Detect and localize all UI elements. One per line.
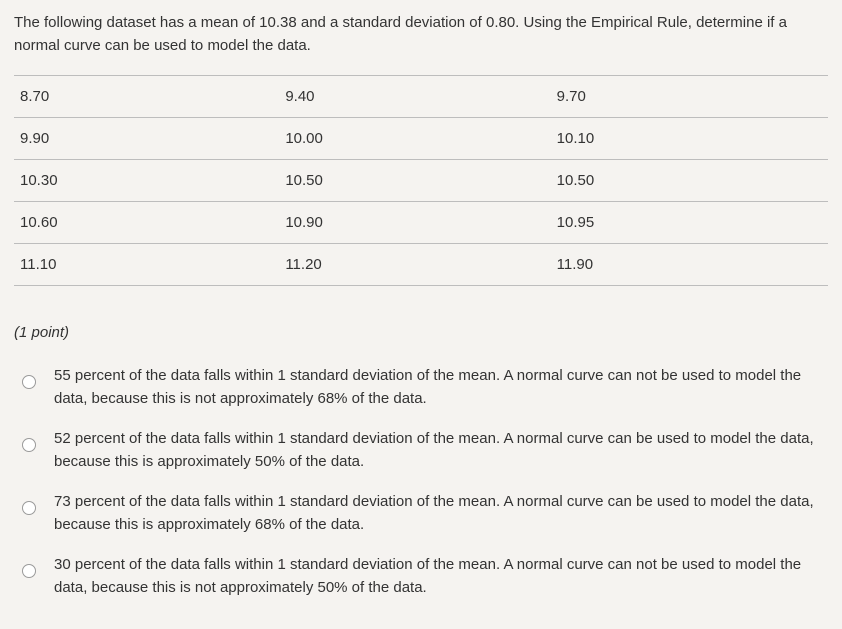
table-cell: 8.70 — [14, 76, 285, 118]
answer-option[interactable]: 55 percent of the data falls within 1 st… — [14, 365, 828, 410]
table-cell: 9.90 — [14, 118, 285, 160]
question-prompt: The following dataset has a mean of 10.3… — [14, 12, 828, 57]
table-cell: 9.40 — [285, 76, 556, 118]
radio-icon[interactable] — [22, 375, 36, 389]
data-table: 8.70 9.40 9.70 9.90 10.00 10.10 10.30 10… — [14, 75, 828, 286]
radio-icon[interactable] — [22, 438, 36, 452]
answer-option[interactable]: 73 percent of the data falls within 1 st… — [14, 491, 828, 536]
table-cell: 9.70 — [557, 76, 828, 118]
radio-icon[interactable] — [22, 564, 36, 578]
table-row: 10.60 10.90 10.95 — [14, 202, 828, 244]
table-cell: 11.90 — [557, 244, 828, 286]
table-cell: 10.30 — [14, 160, 285, 202]
option-text: 55 percent of the data falls within 1 st… — [54, 365, 828, 410]
table-cell: 11.10 — [14, 244, 285, 286]
option-text: 73 percent of the data falls within 1 st… — [54, 491, 828, 536]
answer-option[interactable]: 52 percent of the data falls within 1 st… — [14, 428, 828, 473]
table-row: 9.90 10.00 10.10 — [14, 118, 828, 160]
table-cell: 10.95 — [557, 202, 828, 244]
answer-option[interactable]: 30 percent of the data falls within 1 st… — [14, 554, 828, 599]
table-row: 11.10 11.20 11.90 — [14, 244, 828, 286]
table-row: 8.70 9.40 9.70 — [14, 76, 828, 118]
table-cell: 10.50 — [557, 160, 828, 202]
table-cell: 10.90 — [285, 202, 556, 244]
radio-icon[interactable] — [22, 501, 36, 515]
table-cell: 10.60 — [14, 202, 285, 244]
answer-options: 55 percent of the data falls within 1 st… — [14, 365, 828, 599]
table-cell: 11.20 — [285, 244, 556, 286]
table-cell: 10.50 — [285, 160, 556, 202]
table-cell: 10.00 — [285, 118, 556, 160]
points-label: (1 point) — [14, 324, 828, 341]
table-row: 10.30 10.50 10.50 — [14, 160, 828, 202]
option-text: 30 percent of the data falls within 1 st… — [54, 554, 828, 599]
table-cell: 10.10 — [557, 118, 828, 160]
option-text: 52 percent of the data falls within 1 st… — [54, 428, 828, 473]
